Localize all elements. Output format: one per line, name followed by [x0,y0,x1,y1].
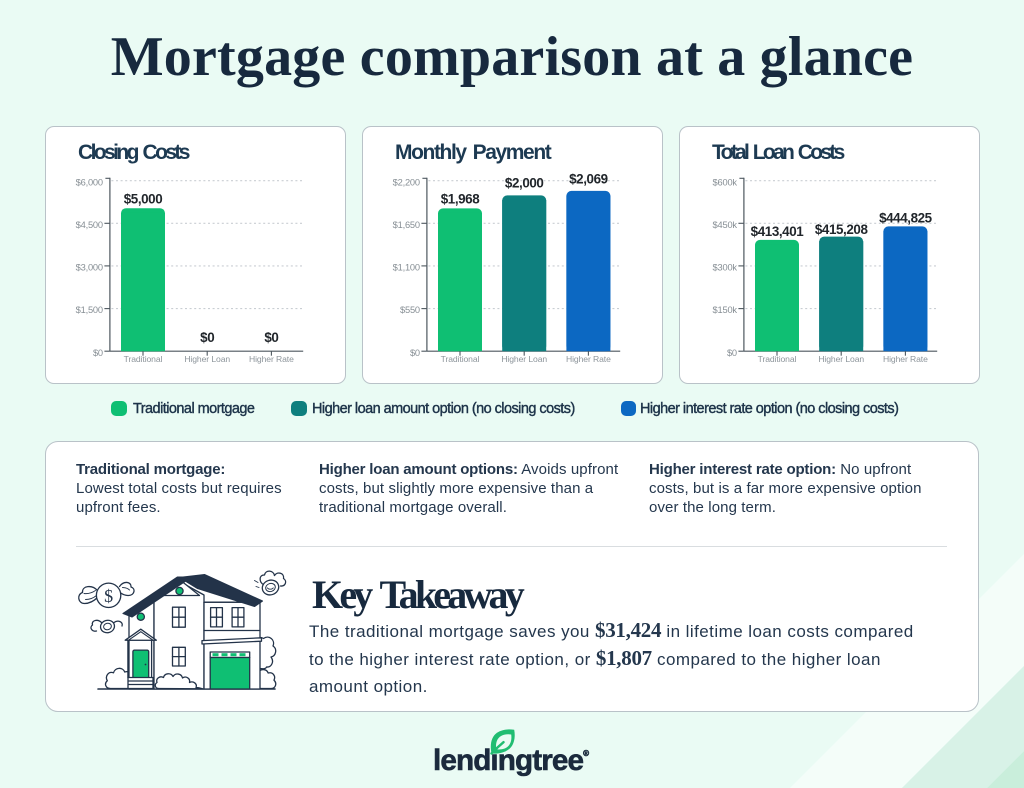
svg-text:$550: $550 [400,305,420,315]
svg-text:Higher Rate: Higher Rate [249,354,294,364]
svg-text:Traditional: Traditional [441,354,480,364]
svg-text:$0: $0 [200,330,214,345]
svg-text:$300k: $300k [713,263,738,273]
svg-text:$413,401: $413,401 [751,224,805,239]
svg-text:$2,000: $2,000 [505,175,544,190]
svg-text:$1,650: $1,650 [393,220,420,230]
svg-text:$0: $0 [410,348,420,358]
svg-text:Higher Loan: Higher Loan [184,354,230,364]
svg-text:$0: $0 [93,348,103,358]
svg-text:$0: $0 [727,348,737,358]
svg-text:$1,968: $1,968 [441,192,481,207]
svg-text:Traditional: Traditional [758,354,797,364]
svg-text:Higher Loan: Higher Loan [501,354,547,364]
svg-text:$415,208: $415,208 [815,222,869,237]
svg-text:$4,500: $4,500 [76,220,103,230]
svg-text:$2,069: $2,069 [569,172,608,187]
svg-text:Higher Rate: Higher Rate [566,354,611,364]
svg-text:$3,000: $3,000 [76,263,103,273]
svg-text:$1,500: $1,500 [76,305,103,315]
svg-text:$5,000: $5,000 [124,192,163,207]
svg-text:Higher Loan: Higher Loan [818,354,864,364]
svg-text:$444,825: $444,825 [879,211,933,226]
svg-text:$2,200: $2,200 [393,177,420,187]
svg-text:$: $ [104,586,113,606]
svg-text:$150k: $150k [713,305,738,315]
svg-text:Traditional: Traditional [124,354,163,364]
svg-text:$0: $0 [264,330,278,345]
svg-text:$1,100: $1,100 [393,263,420,273]
svg-text:$450k: $450k [713,220,738,230]
svg-text:$6,000: $6,000 [76,177,103,187]
svg-text:Higher Rate: Higher Rate [883,354,928,364]
svg-text:$600k: $600k [713,177,738,187]
